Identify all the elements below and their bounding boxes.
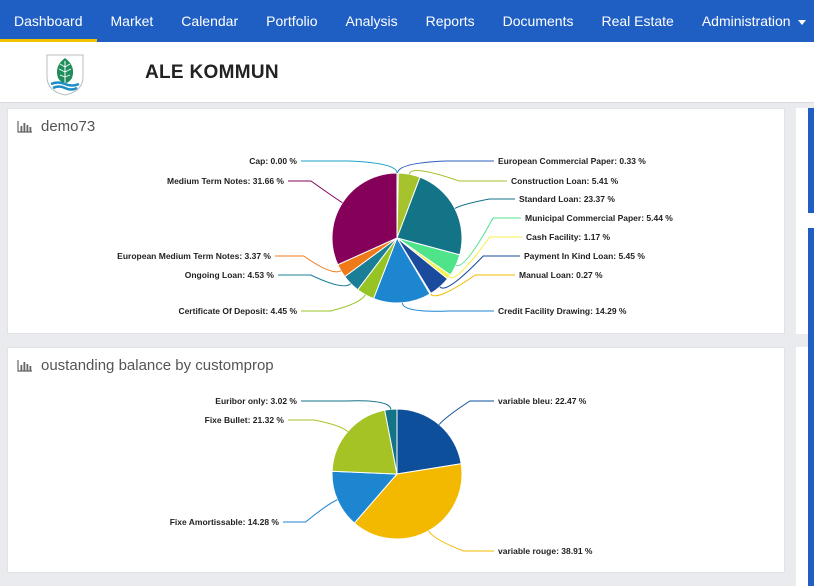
slice-label: Ongoing Loan: 4.53 % bbox=[185, 270, 275, 280]
slice-label: Construction Loan: 5.41 % bbox=[511, 176, 619, 186]
label-connector bbox=[301, 160, 398, 174]
slice-label: European Medium Term Notes: 3.37 % bbox=[117, 251, 271, 261]
slice-label: Payment In Kind Loan: 5.45 % bbox=[524, 251, 645, 261]
label-connector bbox=[397, 160, 494, 174]
slice-label: Manual Loan: 0.27 % bbox=[519, 270, 603, 280]
slice-label: Credit Facility Drawing: 14.29 % bbox=[498, 306, 627, 316]
page-header: ALE KOMMUN bbox=[0, 42, 814, 103]
nav-portfolio[interactable]: Portfolio bbox=[266, 13, 318, 29]
label-connector bbox=[278, 274, 352, 287]
panel-title-text: demo73 bbox=[41, 118, 96, 135]
municipality-logo bbox=[46, 54, 84, 96]
label-connector bbox=[428, 530, 494, 552]
label-connector bbox=[448, 236, 522, 279]
pie-slice[interactable] bbox=[331, 470, 399, 524]
slice-label: Medium Term Notes: 31.66 % bbox=[167, 176, 284, 186]
label-connector bbox=[288, 419, 349, 432]
label-connector bbox=[408, 170, 507, 182]
label-connector bbox=[438, 400, 494, 425]
slice-label: Standard Loan: 23.37 % bbox=[519, 194, 615, 204]
bar-chart-icon bbox=[17, 120, 32, 133]
bar-chart-icon bbox=[17, 359, 32, 372]
slice-label: European Commercial Paper: 0.33 % bbox=[498, 156, 646, 166]
slice-label: Euribor only: 3.02 % bbox=[215, 396, 297, 406]
chart-panel-custom-prop: oustanding balance by customprop variabl… bbox=[7, 347, 785, 573]
pie-chart-demo73: European Commercial Paper: 0.33 % Constru… bbox=[117, 156, 673, 316]
panel-title: oustanding balance by customprop bbox=[17, 357, 274, 374]
nav-administration-label: Administration bbox=[701, 13, 791, 29]
chart-panel-demo73: demo73 European Commercial Paper: 0.33 %… bbox=[7, 108, 785, 334]
pie-chart-custom-prop: variable bleu: 22.47 % variable rouge: 38… bbox=[170, 396, 593, 556]
label-connector bbox=[454, 198, 515, 209]
slice-label: Fixe Amortissable: 14.28 % bbox=[170, 517, 280, 527]
panel-title-text: oustanding balance by customprop bbox=[41, 357, 274, 374]
slice-label: variable rouge: 38.91 % bbox=[498, 546, 593, 556]
pie-slice[interactable] bbox=[353, 463, 463, 540]
label-connector bbox=[455, 217, 521, 267]
slice-label: Municipal Commercial Paper: 5.44 % bbox=[525, 213, 673, 223]
side-panel-edge[interactable] bbox=[808, 108, 814, 213]
slice-label: variable bleu: 22.47 % bbox=[498, 396, 587, 406]
pie-slice[interactable] bbox=[331, 409, 398, 475]
nav-calendar[interactable]: Calendar bbox=[181, 13, 239, 29]
label-connector bbox=[439, 255, 520, 289]
nav-administration[interactable]: Administration bbox=[688, 0, 814, 42]
top-navigation: Dashboard Market Calendar Portfolio Anal… bbox=[0, 0, 814, 42]
label-connector bbox=[301, 400, 392, 410]
label-connector bbox=[283, 499, 338, 523]
label-connector bbox=[429, 274, 515, 297]
nav-documents[interactable]: Documents bbox=[502, 13, 574, 29]
slice-label: Certificate Of Deposit: 4.45 % bbox=[178, 306, 297, 316]
nav-reports[interactable]: Reports bbox=[425, 13, 475, 29]
panel-title: demo73 bbox=[17, 118, 95, 135]
nav-analysis[interactable]: Analysis bbox=[345, 13, 398, 29]
pie-slice[interactable] bbox=[384, 408, 398, 475]
slice-label: Cash Facility: 1.17 % bbox=[526, 232, 611, 242]
nav-market[interactable]: Market bbox=[110, 13, 154, 29]
pie-slice[interactable] bbox=[396, 408, 462, 475]
organization-name: ALE KOMMUN bbox=[145, 62, 279, 83]
side-panel-edge[interactable] bbox=[808, 228, 814, 586]
label-connector bbox=[401, 302, 494, 312]
slice-label: Cap: 0.00 % bbox=[249, 156, 297, 166]
pie-slice[interactable] bbox=[372, 236, 431, 304]
label-connector bbox=[301, 294, 366, 312]
pie-slice[interactable] bbox=[396, 176, 463, 256]
nav-dashboard[interactable]: Dashboard bbox=[0, 0, 97, 42]
label-connector bbox=[288, 180, 343, 204]
chevron-down-icon bbox=[797, 19, 806, 25]
label-connector bbox=[275, 255, 342, 273]
slice-label: Fixe Bullet: 21.32 % bbox=[205, 415, 285, 425]
nav-real-estate[interactable]: Real Estate bbox=[601, 13, 674, 29]
